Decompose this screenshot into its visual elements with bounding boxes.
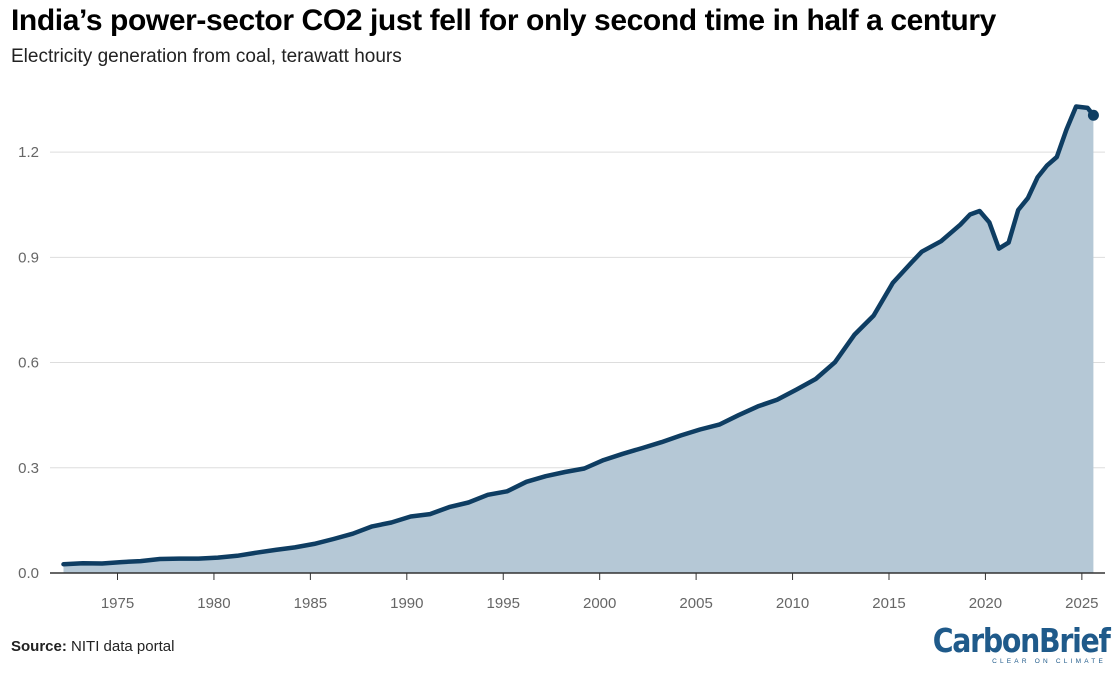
- logo-tagline: CLEAR ON CLIMATE: [992, 658, 1106, 665]
- source-label: Source:: [11, 638, 67, 655]
- source-text: NITI data portal: [71, 638, 175, 655]
- y-tick-label: 0.0: [18, 565, 39, 582]
- y-tick-label: 0.3: [18, 460, 39, 477]
- carbonbrief-logo: CarbonBrief CLEAR ON CLIMATE: [904, 621, 1111, 666]
- chart-subtitle: Electricity generation from coal, terawa…: [11, 46, 402, 67]
- series-area: [63, 106, 1094, 573]
- series-line: [61, 104, 1096, 567]
- x-tick-label: 2020: [969, 595, 1002, 612]
- chart-title: India’s power-sector CO2 just fell for o…: [11, 4, 996, 37]
- logo-wordmark: CarbonBrief: [933, 621, 1111, 660]
- x-tick-label: 1980: [197, 595, 230, 612]
- y-tick-label: 0.9: [18, 249, 39, 266]
- x-tick-label: 1975: [101, 595, 134, 612]
- end-point-marker: [1087, 109, 1099, 121]
- source-note: Source: NITI data portal: [11, 638, 174, 655]
- y-tick-label: 0.6: [18, 355, 39, 372]
- x-tick-label: 2015: [872, 595, 905, 612]
- y-tick-label: 1.2: [18, 144, 39, 161]
- x-tick-label: 2000: [583, 595, 616, 612]
- x-tick-label: 1985: [294, 595, 327, 612]
- x-tick-label: 2010: [776, 595, 809, 612]
- x-tick-label: 1990: [390, 595, 423, 612]
- x-tick-label: 2025: [1065, 595, 1098, 612]
- x-tick-label: 2005: [679, 595, 712, 612]
- x-tick-label: 1995: [487, 595, 520, 612]
